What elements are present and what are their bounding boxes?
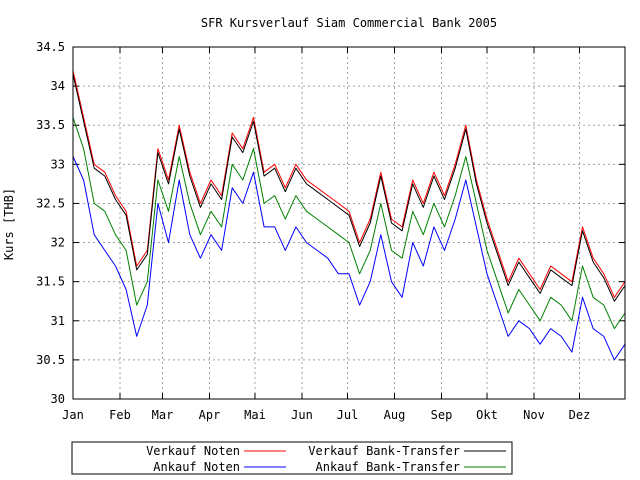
series-line bbox=[72, 117, 626, 330]
y-tick-label: 33 bbox=[51, 157, 65, 171]
x-tick-label: Dez bbox=[569, 408, 591, 422]
y-tick-label: 32 bbox=[51, 236, 65, 250]
y-tick-label: 34.5 bbox=[36, 40, 65, 54]
x-tick-label: Aug bbox=[384, 408, 406, 422]
y-tick-label: 30.5 bbox=[36, 353, 65, 367]
x-tick-label: Jun bbox=[291, 408, 313, 422]
y-tick-label: 31.5 bbox=[36, 275, 65, 289]
legend-label: Ankauf Bank-Transfer bbox=[316, 460, 461, 474]
legend-label: Verkauf Noten bbox=[146, 444, 240, 458]
x-tick-label: Mar bbox=[152, 408, 174, 422]
y-axis: 30 30.5 31 31.5 32 32.5 33 33.5 34 34.5 bbox=[36, 40, 625, 406]
x-tick-label: Apr bbox=[199, 408, 221, 422]
legend-label: Verkauf Bank-Transfer bbox=[308, 444, 460, 458]
x-tick-label: Jan bbox=[62, 408, 84, 422]
x-tick-label: Okt bbox=[476, 408, 498, 422]
y-tick-label: 33.5 bbox=[36, 118, 65, 132]
x-tick-label: Jul bbox=[337, 408, 359, 422]
legend: Verkauf Noten Verkauf Bank-Transfer Ankauf… bbox=[71, 441, 513, 475]
y-axis-label: Kurs [THB] bbox=[2, 188, 16, 260]
x-axis: Jan Feb Mar Apr Mai Jun Jul Aug Sep Okt Nov Dez bbox=[62, 47, 590, 422]
y-tick-label: 31 bbox=[51, 314, 65, 328]
y-tick-label: 32.5 bbox=[36, 196, 65, 210]
series-group bbox=[72, 70, 626, 361]
legend-box bbox=[71, 441, 513, 475]
y-tick-label: 30 bbox=[51, 392, 65, 406]
chart-title: SFR Kursverlauf Siam Commercial Bank 200… bbox=[201, 16, 497, 30]
y-tick-label: 34 bbox=[51, 79, 65, 93]
x-tick-label: Mai bbox=[244, 408, 266, 422]
series-line bbox=[72, 156, 626, 361]
x-tick-label: Feb bbox=[109, 408, 131, 422]
plot-frame bbox=[72, 46, 626, 400]
x-tick-label: Nov bbox=[523, 408, 545, 422]
x-tick-label: Sep bbox=[431, 408, 453, 422]
grid bbox=[73, 47, 625, 399]
series-line bbox=[72, 74, 626, 302]
series-line bbox=[72, 70, 626, 298]
legend-label: Ankauf Noten bbox=[153, 460, 240, 474]
